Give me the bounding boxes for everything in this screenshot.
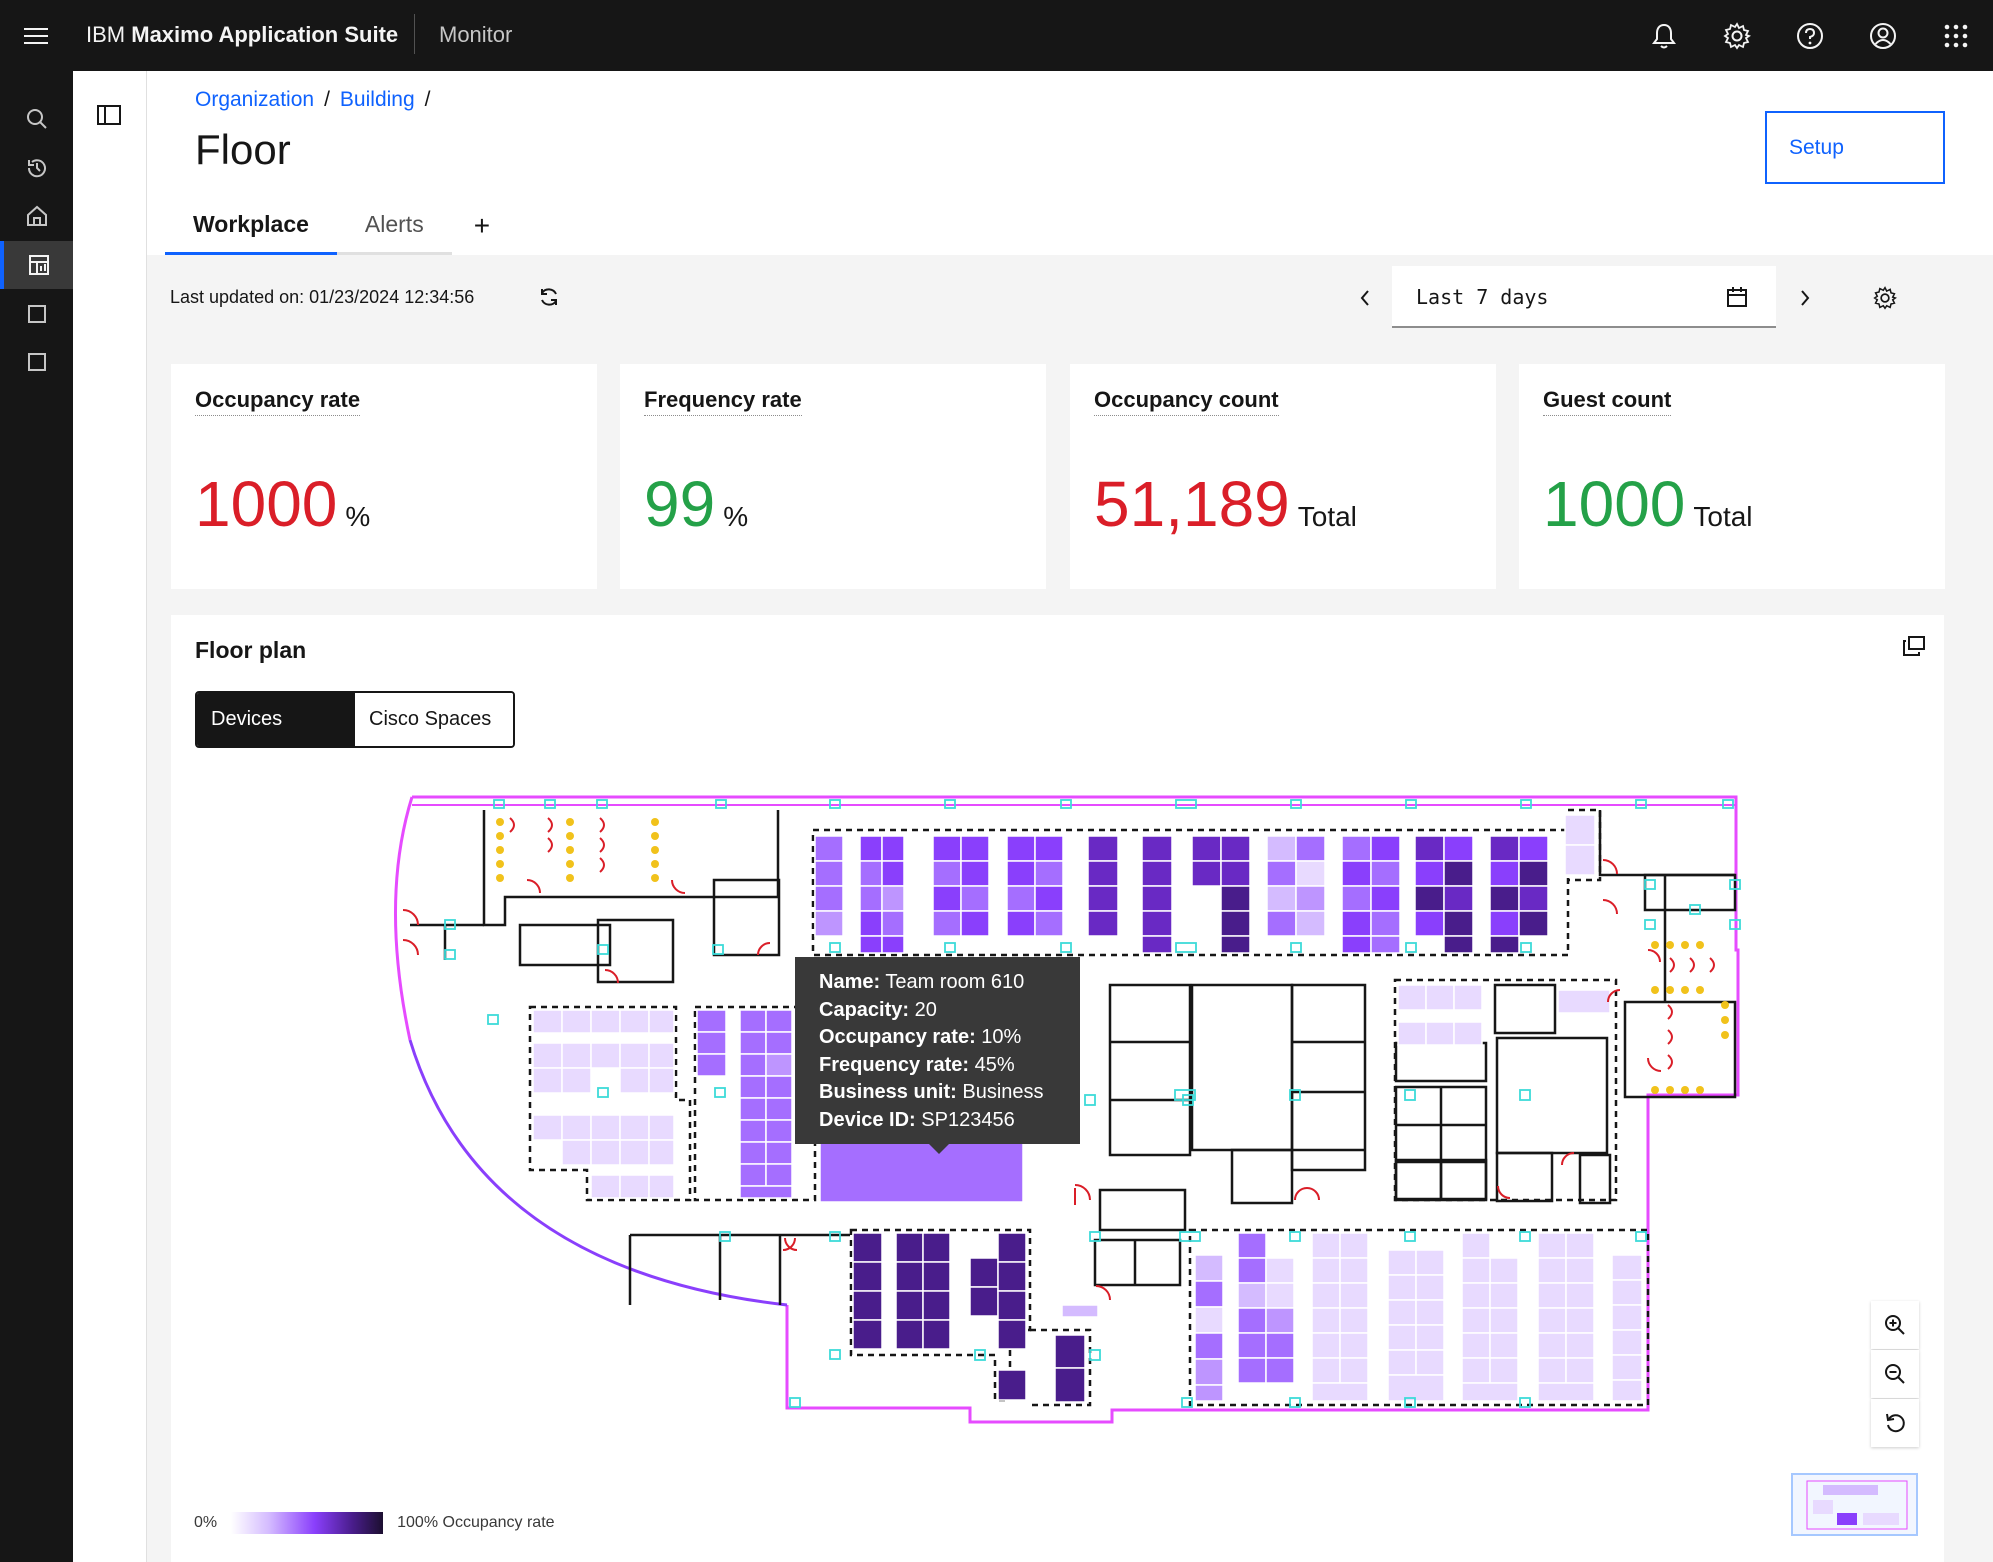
home-icon[interactable]	[0, 192, 73, 240]
date-range-picker[interactable]: Last 7 days	[1392, 266, 1776, 328]
legend-max-label: 100% Occupancy rate	[397, 1514, 555, 1531]
dashboard-settings-icon[interactable]	[1867, 280, 1903, 316]
zoom-out-button[interactable]	[1871, 1350, 1919, 1398]
date-range-value: Last 7 days	[1416, 285, 1549, 309]
page-title: Floor	[195, 126, 291, 173]
kpi-value: 51,189	[1094, 468, 1290, 540]
kpi-label[interactable]: Frequency rate	[644, 387, 802, 416]
kpi-value-group: 1000 Total	[1543, 472, 1753, 536]
occupancy-legend: 0% 100% Occupancy rate	[194, 1512, 555, 1534]
recent-icon[interactable]	[0, 144, 73, 192]
cisco-spaces-switch[interactable]: Cisco Spaces	[355, 693, 513, 746]
kpi-card-guest-count: Guest count 1000 Total	[1519, 364, 1945, 589]
dashboard-icon[interactable]	[0, 241, 73, 289]
tab-list: Workplace Alerts +	[165, 196, 512, 255]
kpi-card-occupancy-count: Occupancy count 51,189 Total	[1070, 364, 1496, 589]
kpi-unit: Total	[1693, 501, 1753, 532]
left-nav-rail	[0, 71, 73, 1562]
reset-view-button[interactable]	[1871, 1399, 1919, 1447]
add-tab-button[interactable]: +	[473, 209, 491, 241]
kpi-value: 1000	[1543, 468, 1686, 540]
calendar-icon[interactable]	[1722, 282, 1752, 312]
kpi-label[interactable]: Occupancy count	[1094, 387, 1279, 416]
user-icon[interactable]	[1864, 17, 1902, 55]
legend-min-label: 0%	[194, 1514, 218, 1531]
tooltip-device-id-row: Device ID: SP123456	[819, 1108, 1015, 1131]
kpi-unit: %	[723, 501, 749, 532]
app-switcher-icon[interactable]	[1937, 17, 1975, 55]
zoom-out-icon	[1885, 1364, 1905, 1384]
setup-button[interactable]: Setup	[1765, 111, 1945, 184]
panel-toggle-icon[interactable]	[93, 99, 125, 131]
kpi-card-occupancy-rate: Occupancy rate 1000 %	[171, 364, 597, 589]
page-header: Organization / Building / Floor Setup Workp…	[147, 71, 1993, 255]
devices-switch[interactable]: Devices	[197, 693, 355, 746]
top-header-bar: IBM Maximo Application Suite Monitor	[0, 0, 1993, 71]
tooltip-business-unit-row: Business unit: Business	[819, 1081, 1044, 1103]
kpi-value-group: 1000 %	[195, 472, 370, 536]
search-icon[interactable]	[0, 95, 73, 143]
kpi-value: 1000	[195, 468, 338, 540]
kpi-value: 99	[644, 468, 716, 540]
kpi-value-group: 51,189 Total	[1094, 472, 1357, 536]
dashboard-toolbar: Last updated on: 01/23/2024 12:34:56 Las…	[147, 255, 1993, 335]
breadcrumb: Organization / Building /	[195, 88, 431, 111]
floor-plan-title: Floor plan	[195, 637, 307, 663]
breadcrumb-building[interactable]: Building	[339, 88, 415, 111]
view-switcher: Devices Cisco Spaces	[195, 691, 515, 748]
module-name: Monitor	[439, 22, 513, 47]
tooltip-name-row: Name: Team room 610	[819, 971, 1025, 993]
floor-plan-minimap[interactable]	[1791, 1473, 1918, 1536]
refresh-icon[interactable]	[534, 282, 564, 312]
menu-icon[interactable]	[18, 18, 54, 54]
square-icon[interactable]	[0, 338, 73, 386]
minimap-thumbnail	[1806, 1480, 1908, 1530]
legend-gradient-bar	[231, 1512, 384, 1534]
kpi-card-frequency-rate: Frequency rate 99 %	[620, 364, 1046, 589]
help-icon[interactable]	[1791, 17, 1829, 55]
kpi-unit: %	[345, 501, 371, 532]
kpi-label[interactable]: Guest count	[1543, 387, 1672, 416]
notification-icon[interactable]	[1645, 17, 1683, 55]
last-updated-text: Last updated on: 01/23/2024 12:34:56	[170, 287, 475, 307]
previous-range-button[interactable]	[1347, 280, 1383, 316]
side-panel	[73, 71, 147, 1562]
product-name[interactable]: IBM Maximo Application Suite	[86, 22, 399, 47]
tooltip-occupancy-row: Occupancy rate: 10%	[819, 1026, 1022, 1048]
tab-alerts[interactable]: Alerts	[336, 196, 452, 255]
tooltip-capacity-row: Capacity: 20	[819, 998, 937, 1021]
square-icon[interactable]	[0, 290, 73, 338]
popout-icon[interactable]	[1899, 631, 1929, 661]
zoom-in-icon	[1885, 1315, 1905, 1335]
header-divider	[414, 14, 415, 54]
next-range-button[interactable]	[1787, 280, 1823, 316]
tooltip-frequency-row: Frequency rate: 45%	[819, 1053, 1015, 1076]
kpi-label[interactable]: Occupancy rate	[195, 387, 361, 416]
tab-workplace[interactable]: Workplace	[165, 196, 337, 255]
kpi-value-group: 99 %	[644, 472, 748, 536]
reset-icon	[1886, 1413, 1905, 1433]
room-tooltip: Name: Team room 610 Capacity: 20 Occupan…	[795, 957, 1080, 1154]
kpi-unit: Total	[1297, 501, 1357, 532]
settings-icon[interactable]	[1718, 17, 1756, 55]
zoom-in-button[interactable]	[1871, 1301, 1919, 1349]
breadcrumb-organization[interactable]: Organization	[195, 88, 315, 111]
